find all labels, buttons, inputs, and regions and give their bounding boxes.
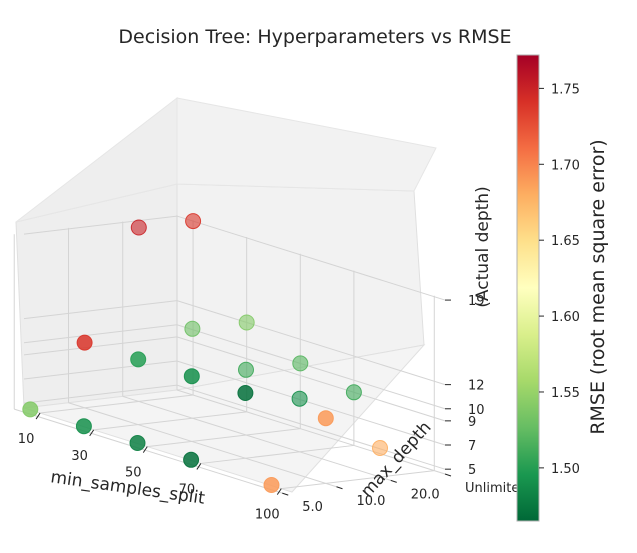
- data-point: [76, 334, 93, 351]
- colorbar-tick-label: 1.50: [551, 462, 580, 477]
- grid-x-floor: [40, 394, 194, 414]
- x-tick-mark: [89, 429, 95, 437]
- data-point: [22, 401, 39, 418]
- grid-y-floor: [176, 389, 446, 475]
- colorbar-tick-label: 1.75: [551, 82, 580, 97]
- data-point: [129, 435, 146, 451]
- grid-z: [23, 300, 446, 386]
- y-tick-mark: [282, 492, 289, 496]
- y-tick-mark: [444, 473, 452, 477]
- colorbar-tick-label: 1.60: [551, 310, 580, 325]
- data-point: [238, 361, 254, 378]
- top-back-pane: [176, 97, 437, 192]
- grid-x-floor: [93, 411, 247, 431]
- data-point: [237, 385, 254, 401]
- grid-lines: [13, 215, 446, 494]
- floor-pane: [23, 344, 426, 493]
- z-tick-label: 12: [468, 379, 485, 394]
- grid-z: [23, 360, 446, 446]
- y-tick-label: 20.0: [411, 487, 440, 502]
- y-tick-label: Unlimited: [465, 481, 528, 496]
- y-tick-mark: [336, 486, 343, 490]
- z-tick-label: 9: [468, 415, 476, 430]
- data-point: [183, 451, 200, 468]
- data-point: [130, 219, 147, 236]
- grid-y-floor: [68, 402, 337, 488]
- data-point: [263, 477, 280, 493]
- data-points: [22, 213, 388, 493]
- data-point: [184, 320, 201, 337]
- z-tick-label: 5: [468, 463, 476, 478]
- grid-z: [23, 324, 446, 410]
- data-point: [183, 368, 200, 385]
- grid-y-floor: [122, 395, 391, 481]
- data-point: [75, 418, 92, 435]
- data-point: [291, 390, 308, 407]
- data-point: [317, 410, 334, 427]
- x-tick-label: 30: [71, 449, 88, 464]
- colorbar-tick-label: 1.65: [551, 234, 580, 249]
- x-tick-label: 10: [18, 432, 35, 447]
- data-point: [130, 351, 147, 368]
- left-pane: [15, 183, 178, 409]
- x-tick-label: 70: [179, 482, 196, 497]
- x-tick-label: 100: [255, 508, 280, 523]
- data-point: [345, 384, 362, 401]
- x-tick-mark: [35, 412, 41, 420]
- x-tick-mark: [196, 463, 202, 470]
- z-tick-label: 10: [468, 403, 485, 418]
- grid-y-floor: [14, 408, 283, 494]
- z-tick-label: 7: [468, 439, 476, 454]
- x-tick-mark: [276, 488, 282, 495]
- data-point: [185, 213, 202, 230]
- chart-title: Decision Tree: Hyperparameters vs RMSE: [118, 26, 511, 48]
- y-tick-label: 10.0: [356, 494, 385, 509]
- data-point: [372, 440, 388, 456]
- z-axis-label: (Actual depth): [473, 186, 493, 307]
- grid-z: [23, 215, 446, 301]
- colorbar-tick-label: 1.55: [551, 386, 580, 401]
- colorbar-tick-label: 1.70: [551, 158, 580, 173]
- grid-x-floor: [281, 470, 435, 490]
- colorbar-ticks: 1.50 1.55 1.60 1.65 1.70 1.75: [539, 82, 580, 477]
- data-point: [238, 314, 255, 331]
- grid-x-floor: [200, 444, 354, 464]
- y-tick-mark: [390, 479, 397, 483]
- y-tick-label: 5.0: [302, 500, 323, 515]
- colorbar-label: RMSE (root mean square error): [587, 139, 609, 434]
- grid-z: [23, 384, 446, 470]
- data-point: [292, 355, 309, 372]
- colorbar: [516, 54, 540, 522]
- z-tick-label: 19: [468, 294, 485, 309]
- x-tick-mark: [142, 446, 148, 453]
- x-tick-label: 50: [125, 466, 142, 481]
- grid-x-floor: [147, 428, 301, 448]
